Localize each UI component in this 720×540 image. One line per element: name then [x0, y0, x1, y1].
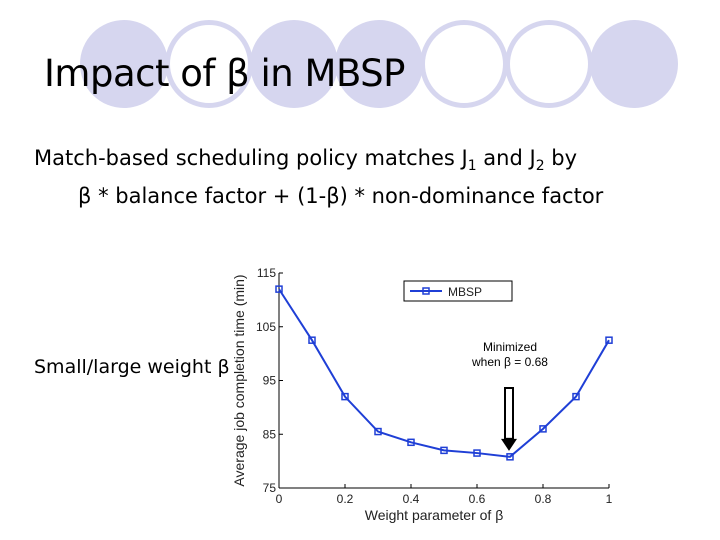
- data-point: [539, 425, 547, 433]
- decor-circle-4: [335, 20, 423, 108]
- x-axis-label: Weight parameter of β: [365, 507, 504, 523]
- data-point: [473, 449, 481, 457]
- x-tick-label: 0.8: [535, 492, 552, 506]
- annotation-arrow-shaft: [504, 387, 514, 440]
- decor-circle-6: [505, 20, 593, 108]
- data-point: [572, 392, 580, 401]
- decor-circle-5: [420, 20, 508, 108]
- data-point: [605, 336, 613, 344]
- annotation-line-2: when β = 0.68: [471, 355, 548, 369]
- line1-sub2: 2: [535, 158, 545, 175]
- x-tick-label: 0.4: [403, 492, 420, 506]
- x-tick-label: 1: [606, 492, 613, 506]
- data-point: [440, 446, 448, 455]
- line1-mid: and J: [476, 146, 536, 170]
- line1-suffix: by: [544, 146, 578, 170]
- x-tick-label: 0: [276, 492, 283, 506]
- data-point: [506, 453, 514, 461]
- data-point: [407, 438, 415, 447]
- data-point: [341, 392, 349, 401]
- slide-title: Impact of β in MBSP: [44, 52, 405, 95]
- line-chart: 0 0.2 0.4 0.6 0.8 1 75 85 95 105 115 Weight paramet…: [231, 266, 613, 523]
- y-axis-label: Average job completion time (min): [231, 274, 247, 486]
- y-tick-label: 75: [263, 481, 277, 495]
- data-point: [374, 427, 382, 436]
- y-tick-label: 105: [256, 320, 276, 334]
- line1-sub1: 1: [467, 158, 477, 175]
- series-line-mbsp: [278, 288, 610, 458]
- y-tick-label: 95: [263, 374, 277, 388]
- weight-label: Small/large weight β: [34, 356, 230, 378]
- legend-label: MBSP: [448, 285, 482, 299]
- x-tick-label: 0.2: [337, 492, 354, 506]
- legend-marker: [422, 287, 430, 295]
- annotation-line-1: Minimized: [483, 340, 537, 354]
- decor-circle-7: [590, 20, 678, 108]
- x-tick-label: 0.6: [469, 492, 486, 506]
- line1-prefix: Match-based scheduling policy matches J: [34, 146, 468, 170]
- legend-box: [403, 280, 513, 302]
- y-tick-label: 115: [257, 266, 276, 280]
- body-line-2: β * balance factor + (1-β) * non-dominan…: [78, 184, 604, 208]
- y-tick-label: 85: [263, 427, 277, 441]
- data-point: [308, 336, 316, 344]
- decor-circle-3: [250, 20, 338, 108]
- annotation-arrow-head: [501, 438, 517, 451]
- decor-circle-1: [80, 20, 168, 108]
- data-point: [275, 285, 283, 293]
- body-line-1: Match-based scheduling policy matches J1…: [34, 146, 577, 174]
